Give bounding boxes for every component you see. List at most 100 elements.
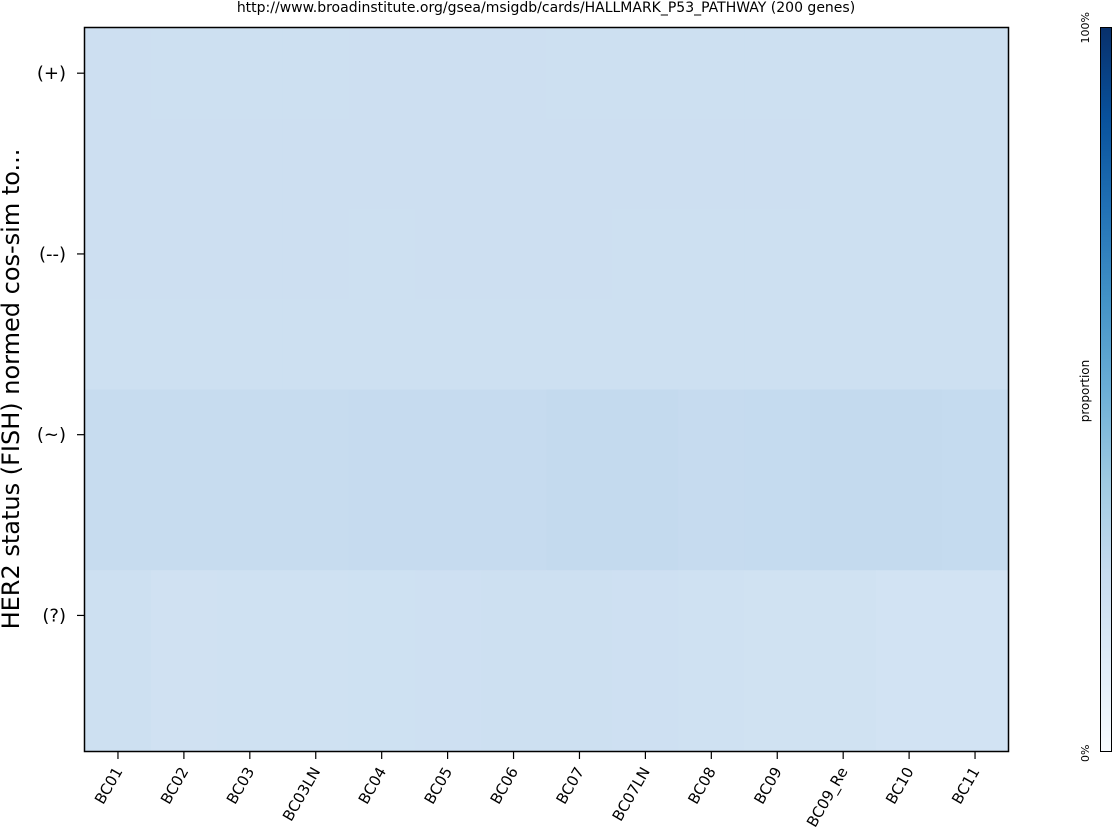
heatmap-cell [810, 389, 877, 481]
heatmap-cell [150, 299, 218, 391]
x-tick-label: BC07 [553, 764, 588, 807]
heatmap-cell [744, 299, 811, 391]
x-tick-label: BC09 [750, 764, 785, 807]
heatmap-cell [282, 28, 350, 119]
heatmap-cell [414, 389, 482, 481]
y-tick-label: (~) [37, 425, 66, 446]
heatmap-cell [546, 570, 614, 662]
heatmap-cell [282, 479, 350, 571]
heatmap-cell [876, 660, 943, 752]
heatmap-cell [150, 389, 218, 481]
heatmap-cell [678, 570, 745, 662]
heatmap-cell [85, 208, 152, 300]
heatmap-cell [678, 479, 745, 571]
x-tick-label: BC01 [91, 764, 126, 807]
colorbar [1100, 27, 1112, 752]
heatmap-cell [480, 118, 548, 210]
heatmap-cell [744, 570, 811, 662]
heatmap-cell [942, 208, 1009, 300]
heatmap-cell [678, 660, 745, 752]
heatmap-cell [348, 208, 416, 300]
heatmap-cell [546, 389, 614, 481]
heatmap-cell [414, 570, 482, 662]
heatmap-cell [282, 118, 350, 210]
heatmap-cell [85, 479, 152, 571]
heatmap-cell [282, 660, 350, 752]
heatmap-cell [150, 570, 218, 662]
heatmap-cell [282, 389, 350, 481]
heatmap-cell [678, 389, 745, 481]
heatmap-cell [150, 28, 218, 119]
heatmap-cell [546, 208, 614, 300]
heatmap-cell [876, 28, 943, 119]
heatmap-cell [612, 28, 679, 119]
heatmap-cell [942, 660, 1009, 752]
x-tick-label: BC07LN [609, 764, 654, 824]
heatmap-cell [546, 118, 614, 210]
heatmap-cell [876, 479, 943, 571]
heatmap-cell [612, 208, 679, 300]
heatmap-cell [810, 299, 877, 391]
heatmap-cell [480, 208, 548, 300]
heatmap-cell [216, 208, 284, 300]
heatmap-cell [282, 208, 350, 300]
heatmap-cell [348, 479, 416, 571]
heatmap-cell [348, 118, 416, 210]
heatmap-cell [85, 28, 152, 119]
heatmap-cell [678, 28, 745, 119]
x-tick-label: BC02 [157, 764, 192, 807]
heatmap-cell [85, 570, 152, 662]
heatmap-cell [480, 28, 548, 119]
x-tick-label: BC10 [882, 764, 917, 807]
heatmap-cell [480, 479, 548, 571]
heatmap-cell [612, 479, 679, 571]
heatmap-cell [744, 208, 811, 300]
heatmap-cell [85, 299, 152, 391]
heatmap-cell [612, 570, 679, 662]
heatmap-cell [810, 570, 877, 662]
heatmap-cell [744, 479, 811, 571]
heatmap-cell [85, 389, 152, 481]
heatmap-cell [612, 299, 679, 391]
heatmap-cell [414, 208, 482, 300]
heatmap-cell [876, 299, 943, 391]
y-tick-label: (--) [39, 244, 66, 265]
heatmap-cell [480, 299, 548, 391]
heatmap-cell [414, 479, 482, 571]
heatmap-cell [480, 570, 548, 662]
plot-frame [83, 26, 1010, 753]
heatmap-cell [150, 479, 218, 571]
heatmap-cell [414, 660, 482, 752]
heatmap-cell [348, 299, 416, 391]
heatmap-cell [85, 118, 152, 210]
heatmap-cell [810, 479, 877, 571]
x-tick-label: BC11 [948, 764, 983, 807]
heatmap-cell [216, 118, 284, 210]
heatmap-cell [414, 299, 482, 391]
heatmap-cell [810, 208, 877, 300]
heatmap-cell [546, 479, 614, 571]
heatmap-cell [546, 299, 614, 391]
heatmap-cell [216, 28, 284, 119]
heatmap-cell [216, 660, 284, 752]
x-tick-label: BC03LN [279, 764, 324, 824]
heatmap-cell [744, 118, 811, 210]
heatmap-cell [216, 570, 284, 662]
heatmap-cell [546, 28, 614, 119]
heatmap-cell [612, 118, 679, 210]
heatmap-cell [348, 28, 416, 119]
heatmap-cell [480, 660, 548, 752]
heatmap-cell [282, 570, 350, 662]
heatmap-cell [942, 299, 1009, 391]
heatmap-cell [348, 389, 416, 481]
heatmap-cell [678, 118, 745, 210]
heatmap-cell [150, 118, 218, 210]
heatmap-cell [876, 118, 943, 210]
heatmap-cell [678, 299, 745, 391]
heatmap-cell [876, 208, 943, 300]
heatmap-cell [150, 660, 218, 752]
colorbar-max-label: 100% [1079, 12, 1092, 43]
heatmap-cell [876, 389, 943, 481]
heatmap-cell [348, 660, 416, 752]
heatmap-cell [348, 570, 416, 662]
